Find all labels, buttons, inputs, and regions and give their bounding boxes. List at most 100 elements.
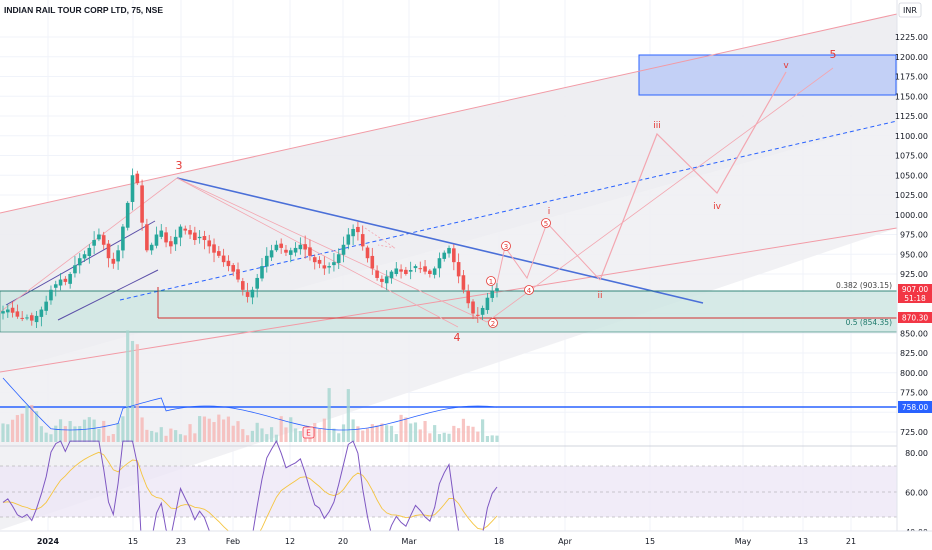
volume-ma-line — [2, 377, 498, 431]
volume-bar — [193, 433, 197, 442]
volume-bar — [49, 434, 53, 442]
candle-body — [92, 240, 96, 246]
volume-bar — [389, 425, 394, 442]
time-tick-label: Mar — [401, 537, 417, 546]
time-tick-label: 23 — [176, 537, 186, 546]
wave-label-5: 5 — [830, 48, 837, 61]
price-tick-label: 1150.00 — [895, 92, 928, 101]
time-tick-label: 15 — [645, 537, 655, 546]
candle-body — [452, 248, 456, 263]
candle-body — [193, 232, 197, 241]
candle-body — [418, 268, 423, 270]
volume-level-label: 758.00 — [898, 401, 932, 413]
level-870-label: 870.30 — [898, 312, 932, 323]
volume-bar — [87, 417, 91, 442]
candle-body — [461, 275, 466, 290]
volume-bar — [471, 426, 475, 442]
candle-body — [466, 290, 471, 304]
candle-body — [380, 278, 384, 282]
svg-text:4: 4 — [527, 287, 532, 295]
wave-label-iii: iii — [653, 121, 661, 131]
svg-text:51:18: 51:18 — [904, 294, 926, 303]
symbol-title[interactable]: INDIAN RAIL TOUR CORP LTD, 75, NSE — [4, 5, 163, 15]
candle-body — [432, 268, 437, 275]
volume-bar — [485, 435, 490, 442]
price-tick-label: 825.00 — [900, 349, 928, 358]
volume-bar — [226, 416, 231, 442]
candle-body — [356, 226, 360, 233]
candle-body — [164, 232, 168, 243]
volume-bar — [413, 422, 418, 442]
svg-text:2: 2 — [491, 320, 495, 328]
candle-body — [447, 247, 451, 254]
candle-body — [408, 270, 413, 272]
volume-bar — [63, 426, 67, 442]
svg-text:870.30: 870.30 — [902, 314, 928, 323]
price-axis[interactable]: INR 1225.00 1200.00 1175.00 1150.00 1125.00 1… — [895, 0, 932, 550]
candle-body — [116, 250, 120, 262]
wave-label-i: i — [548, 207, 551, 217]
time-tick-label: Feb — [226, 537, 240, 546]
earnings-marker[interactable]: E — [302, 426, 315, 439]
time-tick-label: 12 — [285, 537, 295, 546]
currency-label: INR — [903, 6, 917, 15]
candle-body — [428, 270, 432, 274]
svg-text:907.00: 907.00 — [902, 285, 928, 294]
candle-body — [264, 255, 269, 267]
volume-bar — [15, 415, 19, 442]
wave-label-4: 4 — [454, 331, 461, 344]
volume-bar — [322, 418, 326, 442]
candle-body — [154, 234, 159, 246]
channel-upper-line — [0, 13, 898, 214]
candle-body — [312, 257, 317, 263]
time-axis[interactable]: 2024 15 23 Feb 12 20 Mar 18 Apr 15 May 13 21 — [0, 530, 932, 550]
candle-body — [384, 276, 389, 284]
rsi-tick-label: 60.00 — [905, 489, 928, 498]
candle-body — [73, 265, 77, 274]
volume-bar — [284, 427, 288, 442]
candle-body — [221, 255, 226, 263]
candle-body — [399, 269, 403, 272]
candle-body — [97, 234, 101, 240]
candle-body — [125, 202, 130, 228]
volume-bar — [341, 424, 346, 442]
volume-bar — [356, 426, 360, 442]
candle-body — [121, 226, 125, 251]
candle-body — [413, 266, 418, 269]
fib-0382-label: 0.382 (903.15) — [836, 281, 892, 290]
volume-bar — [82, 419, 87, 442]
candle-body — [495, 288, 499, 292]
volume-bar — [380, 423, 384, 442]
volume-bar — [466, 425, 470, 442]
descending-trendline — [176, 177, 704, 304]
wave-fan-lines-2 — [176, 67, 834, 323]
candle-body — [389, 271, 394, 279]
candle-body — [202, 236, 207, 241]
volume-bar — [476, 431, 480, 442]
wave-label-ii: ii — [597, 291, 602, 301]
volume-bar — [361, 430, 365, 442]
volume-bar — [298, 430, 302, 442]
candle-body — [20, 317, 24, 319]
volume-bar — [135, 344, 139, 442]
candle-body — [87, 247, 92, 256]
candle-body — [404, 269, 408, 274]
volume-bar — [332, 428, 336, 442]
price-tick-label: 1100.00 — [895, 132, 928, 141]
candle-body — [135, 173, 140, 184]
volume-bar — [126, 330, 130, 442]
volume-bar — [418, 429, 422, 442]
candle-body — [394, 268, 399, 274]
candle-body — [298, 244, 303, 250]
candle-body — [217, 251, 221, 256]
volume-bar — [198, 416, 202, 442]
candle-body — [169, 241, 173, 247]
candle-body — [140, 185, 144, 223]
volume-bar — [97, 428, 101, 442]
rsi-panel — [0, 439, 897, 550]
candle-body — [188, 230, 192, 235]
candle-body — [183, 228, 188, 231]
candle-body — [63, 278, 68, 282]
volume-bar — [106, 435, 111, 442]
